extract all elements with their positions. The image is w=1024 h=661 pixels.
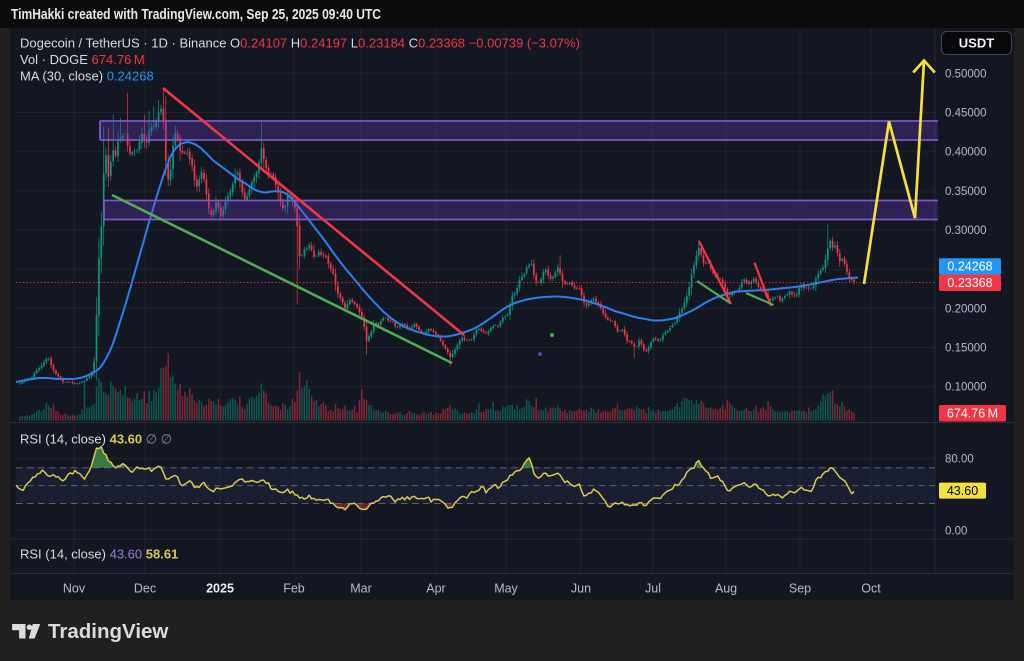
svg-text:TimHakki created with TradingV: TimHakki created with TradingView.com, S… <box>11 7 381 23</box>
svg-text:RSI (14, close) 43.60 ∅ ∅: RSI (14, close) 43.60 ∅ ∅ <box>20 432 172 447</box>
svg-text:May: May <box>494 582 518 596</box>
svg-text:0.00: 0.00 <box>945 525 967 537</box>
svg-text:Dec: Dec <box>134 582 156 596</box>
svg-text:MA (30, close) 0.24268: MA (30, close) 0.24268 <box>20 69 154 84</box>
svg-text:0.24268: 0.24268 <box>947 260 992 274</box>
svg-text:Apr: Apr <box>426 582 445 596</box>
svg-text:Jun: Jun <box>571 582 591 596</box>
svg-text:Mar: Mar <box>350 582 372 596</box>
svg-text:Nov: Nov <box>63 582 86 596</box>
svg-text:Vol · DOGE 674.76 M: Vol · DOGE 674.76 M <box>20 52 145 67</box>
svg-text:TradingView: TradingView <box>48 620 168 643</box>
svg-text:0.10000: 0.10000 <box>945 382 987 394</box>
svg-text:0.50000: 0.50000 <box>945 68 987 80</box>
svg-text:Aug: Aug <box>715 582 737 596</box>
svg-text:80.00: 80.00 <box>945 454 974 466</box>
svg-text:0.20000: 0.20000 <box>945 303 987 315</box>
svg-text:0.15000: 0.15000 <box>945 343 987 355</box>
svg-text:Sep: Sep <box>789 582 811 596</box>
svg-text:Oct: Oct <box>861 582 881 596</box>
svg-text:USDT: USDT <box>959 36 994 51</box>
svg-text:0.45000: 0.45000 <box>945 108 987 120</box>
svg-text:43.60: 43.60 <box>947 484 978 498</box>
svg-text:0.30000: 0.30000 <box>945 225 987 237</box>
svg-text:0.40000: 0.40000 <box>945 147 987 159</box>
svg-text:Feb: Feb <box>283 582 305 596</box>
svg-text:2025: 2025 <box>206 582 234 596</box>
svg-text:674.76 M: 674.76 M <box>947 406 998 420</box>
svg-text:0.23368: 0.23368 <box>947 276 992 290</box>
svg-text:Dogecoin / TetherUS · 1D · Bin: Dogecoin / TetherUS · 1D · Binance O0.24… <box>20 36 580 51</box>
svg-text:RSI (14, close) 43.60 58.61: RSI (14, close) 43.60 58.61 <box>20 547 178 562</box>
svg-text:Jul: Jul <box>645 582 661 596</box>
svg-text:0.35000: 0.35000 <box>945 186 987 198</box>
